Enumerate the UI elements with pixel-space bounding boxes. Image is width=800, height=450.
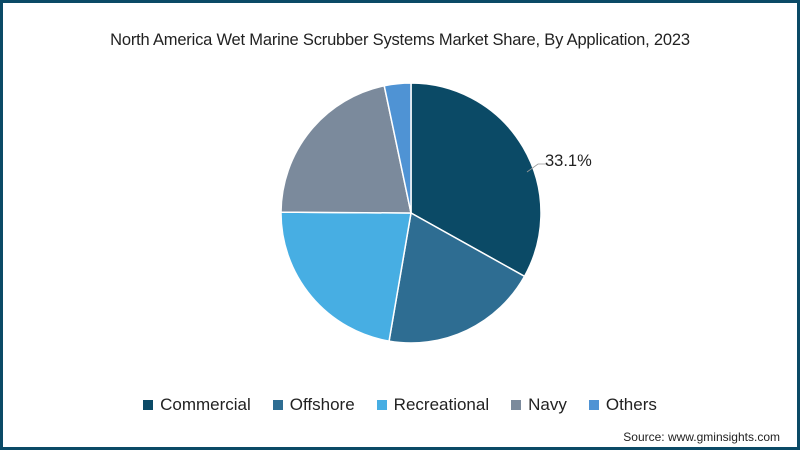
legend-label: Navy xyxy=(528,395,567,414)
legend-item-commercial: Commercial xyxy=(143,395,251,415)
legend-label: Offshore xyxy=(289,395,355,414)
legend-item-navy: Navy xyxy=(511,395,567,415)
commercial-percent-label: 33.1% xyxy=(545,152,592,170)
chart-title: North America Wet Marine Scrubber System… xyxy=(110,31,690,49)
pie-slice-offshore xyxy=(388,211,526,344)
legend-swatch-others xyxy=(588,400,599,410)
legend-item-others: Others xyxy=(588,395,657,415)
pie-slice-commercial xyxy=(410,82,542,278)
legend: Commercial Offshore Recreational Navy Ot… xyxy=(0,395,800,415)
legend-label: Others xyxy=(605,395,657,414)
legend-swatch-recreational xyxy=(376,400,387,410)
pie-slice-navy xyxy=(280,84,412,214)
legend-swatch-navy xyxy=(511,400,522,410)
legend-item-recreational: Recreational xyxy=(376,395,490,415)
legend-item-offshore: Offshore xyxy=(272,395,355,415)
legend-swatch-commercial xyxy=(143,400,154,410)
leader-line xyxy=(526,163,546,173)
legend-label: Recreational xyxy=(393,395,490,414)
legend-swatch-offshore xyxy=(272,400,283,410)
pie-slices xyxy=(280,82,542,344)
source-note: Source: www.gminsights.com xyxy=(623,430,780,444)
legend-label: Commercial xyxy=(160,395,251,414)
pie-slice-recreational xyxy=(280,211,412,343)
pie-slice-others xyxy=(383,82,412,214)
